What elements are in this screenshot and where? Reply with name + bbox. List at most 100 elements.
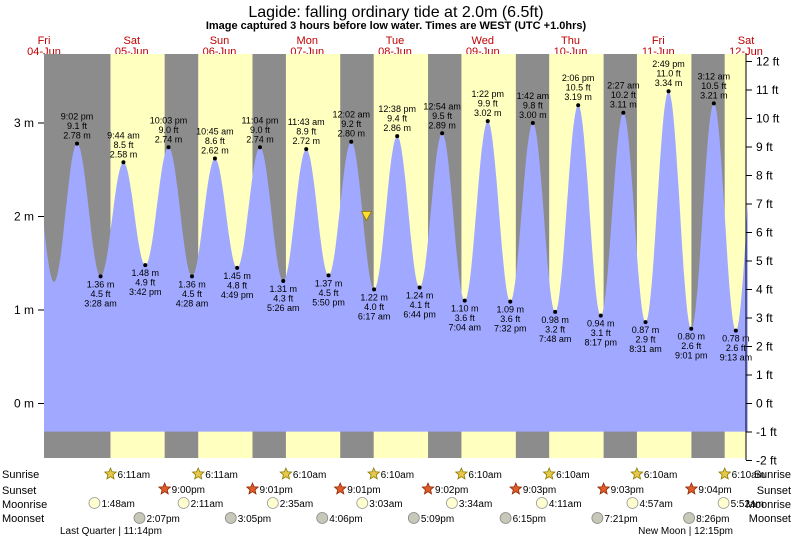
day-name: Mon [297, 35, 318, 47]
high-tide-label: 9:44 am [107, 130, 140, 140]
right-tick-label: -2 ft [756, 453, 777, 467]
low-tide-label: 4.0 ft [364, 302, 385, 312]
low-tide-point [643, 320, 648, 325]
high-tide-point [349, 139, 354, 144]
right-tick-label: 1 ft [756, 368, 773, 382]
moonset-icon [407, 512, 420, 524]
high-tide-label: 3.11 m [610, 100, 637, 110]
row-label-sunrise-right: Sunrise [754, 469, 791, 481]
moonrise-time: 2:35am [280, 499, 313, 510]
high-tide-label: 10.5 ft [566, 83, 592, 93]
astro-rows: Sunrise Sunset Moonrise Moonset Sunrise … [2, 466, 791, 537]
sunset-time: 9:03pm [523, 485, 556, 496]
sunrise-time: 6:11am [205, 470, 238, 481]
high-tide-label: 2.80 m [337, 129, 365, 139]
moonrise-icon [266, 497, 279, 509]
moonrise-icon [626, 497, 639, 509]
chart-title: Lagide: falling ordinary tide at 2.0m (6… [248, 4, 543, 21]
moonset-icon [683, 512, 695, 524]
sunrise-icon [542, 466, 556, 480]
low-tide-label: 4.5 ft [319, 288, 340, 298]
sunrise-time: 6:10am [293, 470, 326, 481]
moonset-icon [224, 512, 237, 524]
high-tide-label: 2.89 m [428, 120, 456, 130]
low-tide-label: 0.94 m [587, 319, 615, 329]
moonset-time: 2:07pm [147, 514, 180, 525]
low-tide-label: 1.09 m [497, 305, 525, 315]
high-tide-label: 8.6 ft [205, 136, 226, 146]
moonrise-icon [446, 497, 458, 509]
high-tide-point [75, 141, 80, 146]
high-tide-point [212, 156, 217, 161]
low-tide-label: 5:50 pm [312, 297, 345, 307]
sunrise-icon [630, 466, 644, 480]
tide-curve [44, 91, 748, 432]
right-tick-label: 9 ft [756, 140, 773, 154]
low-tide-point [143, 263, 148, 268]
high-tide-label: 2:49 pm [652, 59, 685, 69]
high-tide-label: 9.0 ft [158, 125, 179, 135]
sunset-time: 9:00pm [172, 485, 205, 496]
moonrise-time: 4:11am [549, 499, 582, 510]
moonset-time: 7:21pm [604, 514, 637, 525]
high-tide-label: 3.19 m [564, 92, 592, 102]
low-tide-point [235, 265, 240, 270]
day-name: Fri [652, 35, 665, 47]
high-tide-label: 9:02 pm [61, 112, 94, 122]
sunset-icon [157, 481, 172, 495]
high-tide-point [666, 89, 671, 94]
right-tick-label: 7 ft [756, 197, 773, 211]
low-tide-label: 1.24 m [406, 291, 434, 301]
moonset-icon [591, 512, 604, 524]
low-tide-label: 1.22 m [360, 292, 388, 302]
low-tide-point [598, 313, 603, 318]
low-tide-label: 2.9 ft [636, 335, 657, 345]
right-tick-label: 5 ft [756, 254, 773, 268]
low-tide-point [281, 279, 286, 284]
row-label-moonrise-right: Moonrise [746, 499, 791, 511]
row-label-sunrise-left: Sunrise [2, 469, 39, 481]
high-tide-label: 8.9 ft [296, 127, 317, 137]
low-tide-label: 4.5 ft [91, 289, 112, 299]
low-tide-label: 7:04 am [448, 323, 481, 333]
moonset-icon [499, 512, 512, 524]
right-tick-label: 12 ft [756, 55, 780, 69]
low-tide-point [508, 299, 513, 304]
low-tide-label: 1.37 m [315, 278, 343, 288]
low-tide-label: 8:31 am [629, 344, 662, 354]
row-label-moonset-left: Moonset [2, 513, 44, 525]
moonset-time: 3:05pm [238, 514, 271, 525]
high-tide-label: 10:03 pm [150, 115, 188, 125]
low-tide-point [372, 287, 377, 292]
high-tide-label: 2.78 m [63, 131, 91, 141]
low-tide-label: 4.8 ft [227, 280, 248, 290]
left-tick-label: 0 m [14, 397, 34, 411]
low-tide-label: 6:44 pm [403, 310, 436, 320]
low-tide-label: 4:28 am [176, 298, 209, 308]
current-level-marker [360, 211, 373, 222]
high-tide-point [166, 145, 171, 150]
right-tick-label: 11 ft [756, 83, 779, 97]
high-tide-label: 2:06 pm [562, 73, 595, 83]
day-name: Thu [561, 35, 580, 47]
high-tide-point [121, 160, 126, 165]
sunrise-time: 6:10am [381, 470, 414, 481]
high-tide-label: 12:38 pm [378, 104, 416, 114]
low-tide-label: 4.9 ft [135, 278, 156, 288]
moon-phase-new-moon: New Moon | 12:15pm [638, 526, 733, 537]
high-tide-label: 2.86 m [383, 123, 411, 133]
low-tide-point [417, 285, 422, 290]
low-tide-label: 4:49 pm [221, 290, 254, 300]
moonset-time: 6:15pm [513, 514, 546, 525]
high-tide-label: 9.4 ft [387, 114, 408, 124]
sunrise-time: 6:10am [468, 470, 501, 481]
moonrise-time: 3:34am [459, 499, 492, 510]
high-tide-label: 10:45 am [196, 127, 234, 137]
high-tide-label: 9.9 ft [478, 99, 499, 109]
high-tide-point [711, 101, 716, 106]
high-tide-label: 11:43 am [288, 117, 325, 127]
high-tide-label: 3.02 m [474, 108, 502, 118]
high-tide-point [576, 103, 581, 108]
high-tide-label: 2.74 m [155, 134, 183, 144]
